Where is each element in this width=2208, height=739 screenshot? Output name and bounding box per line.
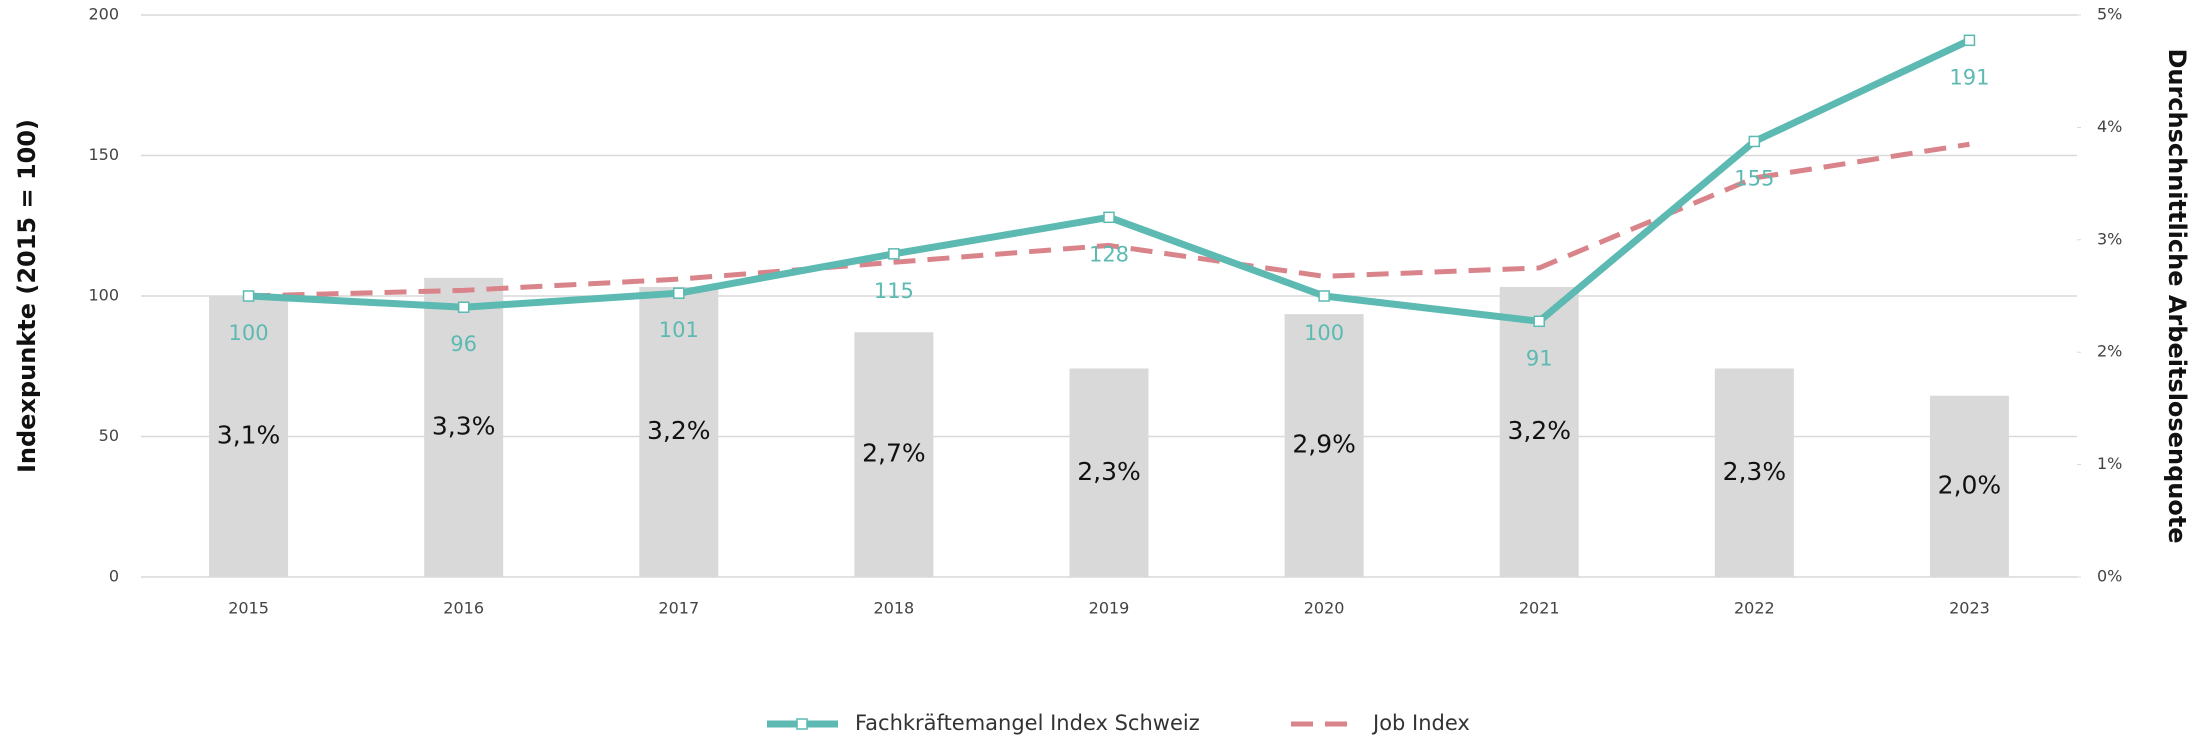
bar	[1284, 314, 1364, 577]
point-label: 101	[659, 318, 699, 342]
bar	[639, 286, 719, 577]
point-label: 100	[1304, 321, 1344, 345]
point-marker	[1318, 290, 1330, 302]
bar-label: 2,7%	[862, 439, 926, 468]
y2-tick-label: 4%	[2097, 117, 2122, 136]
legend-label: Job Index	[1371, 711, 1470, 735]
line-series	[248, 37, 1971, 325]
bar	[1714, 368, 1794, 577]
point-label: 91	[1526, 346, 1553, 370]
y2-tick-label: 3%	[2097, 229, 2122, 248]
point-marker	[242, 290, 255, 302]
point-marker	[1103, 211, 1115, 224]
bar-label: 2,9%	[1292, 430, 1356, 459]
bar	[1499, 286, 1579, 577]
bar-label: 3,3%	[432, 411, 496, 440]
bar-label: 2,3%	[1723, 457, 1787, 486]
y-tick-label: 200	[88, 5, 119, 24]
point-marker	[457, 301, 470, 313]
bar	[1929, 395, 2009, 577]
bar-label: 3,2%	[1507, 416, 1571, 445]
point-label: 96	[450, 332, 477, 356]
legend-marker	[796, 718, 808, 730]
point-marker	[888, 248, 900, 260]
y-axis-title: Indexpunkte (2015 = 100)	[13, 119, 41, 473]
point-marker	[673, 287, 685, 299]
x-tick-label: 2021	[1519, 599, 1560, 618]
y-tick-label: 150	[88, 145, 119, 164]
bar	[854, 332, 934, 577]
point-label: 191	[1949, 65, 1989, 89]
x-tick-label: 2015	[228, 599, 269, 618]
line-series	[248, 141, 1970, 299]
bar-label: 3,1%	[217, 421, 281, 450]
x-tick-label: 2016	[443, 599, 484, 618]
y-tick-label: 0	[109, 567, 119, 586]
point-marker	[1963, 34, 1976, 47]
point-label: 115	[874, 279, 914, 303]
point-label: 128	[1089, 242, 1129, 266]
x-tick-label: 2017	[658, 599, 699, 618]
point-label: 100	[229, 321, 269, 345]
y2-tick-label: 5%	[2097, 5, 2122, 24]
y2-axis-title: Durchschnittliche Arbeitslosenquote	[2163, 48, 2191, 543]
y-tick-label: 100	[88, 286, 119, 305]
y2-tick-label: 0%	[2097, 567, 2122, 586]
x-tick-label: 2023	[1949, 599, 1990, 618]
bar	[424, 277, 504, 577]
bar	[209, 296, 289, 577]
legend-label: Fachkräftemangel Index Schweiz	[855, 711, 1200, 735]
x-tick-label: 2020	[1304, 599, 1345, 618]
y2-tick-label: 2%	[2097, 342, 2122, 361]
x-tick-label: 2019	[1089, 599, 1130, 618]
bar-label: 2,0%	[1938, 470, 2002, 499]
bar-label: 3,2%	[647, 416, 711, 445]
point-label: 155	[1734, 166, 1774, 190]
point-marker	[1748, 135, 1761, 148]
bar	[1069, 368, 1149, 577]
point-marker	[1533, 315, 1545, 328]
y2-tick-label: 1%	[2097, 454, 2122, 473]
y-tick-label: 50	[99, 426, 119, 445]
bar-label: 2,3%	[1077, 457, 1141, 486]
x-tick-label: 2022	[1734, 599, 1775, 618]
x-tick-label: 2018	[874, 599, 915, 618]
